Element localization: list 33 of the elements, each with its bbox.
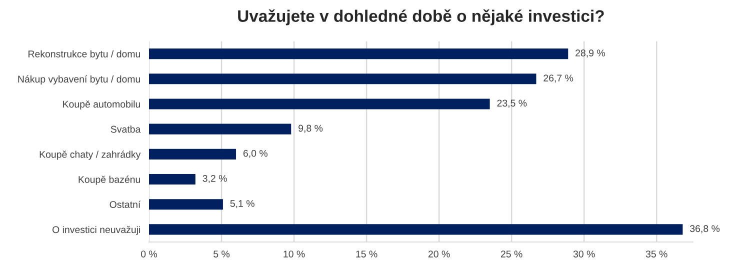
bar [149,98,490,110]
y-tick-label: Koupě chaty / zahrádky [40,150,141,160]
y-tick-label: Nákup vybavení bytu / domu [18,75,140,84]
y-tick-label: Ostatní [110,200,141,208]
x-tick-label: 0 % [141,250,158,258]
bar [149,48,568,60]
data-label: 5,1 % [230,200,254,208]
data-label: 26,7 % [544,74,574,83]
y-tick-label: Koupě bazénu [78,176,140,185]
x-tick-label: 30 % [573,250,595,258]
bar [149,148,236,160]
y-tick-label: O investici neuvažuji [52,226,140,236]
data-label: 9,8 % [298,124,323,133]
y-tick-label: Koupě automobilu [63,100,140,110]
x-tick-label: 20 % [428,250,450,258]
bar [149,124,292,134]
x-tick-label: 25 % [500,250,522,258]
x-tick-label: 10 % [284,250,305,258]
y-tick-label: Rekonstrukce bytu / domu [28,50,140,60]
x-tick-label: 15 % [356,250,378,258]
bar [149,74,536,84]
data-label: 3,2 % [202,174,227,184]
bar [149,224,683,235]
bar [149,199,223,210]
data-label: 6,0 % [243,150,268,158]
chart-title: Uvažujete v dohledné době o nějaké investici? [238,9,604,26]
x-tick-label: 5 % [214,250,230,258]
y-tick-label: Svatba [110,126,141,133]
data-label: 23,5 % [497,100,527,108]
bar [149,174,196,185]
data-label: 36,8 % [690,225,720,234]
data-label: 28,9 % [576,50,605,58]
x-tick-label: 35 % [646,250,668,258]
